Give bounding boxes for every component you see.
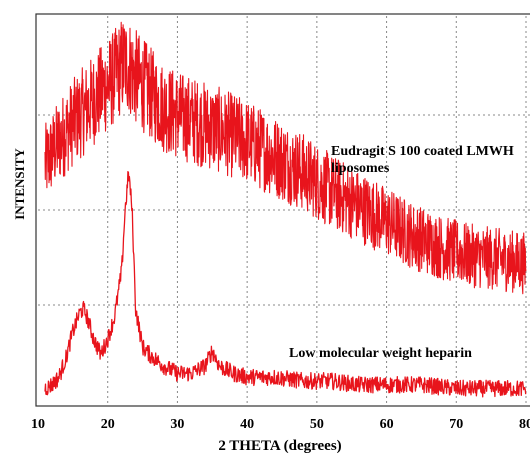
annotation-coated-line2: liposomes (331, 161, 390, 176)
x-axis-label: 2 THETA (degrees) (218, 438, 341, 454)
x-tick-label: 80 (519, 417, 530, 432)
x-tick-label: 70 (449, 417, 463, 432)
series-line-lmwh (44, 171, 527, 398)
x-tick-label: 40 (240, 417, 254, 432)
series-group (44, 21, 527, 398)
plot-frame (35, 13, 530, 407)
x-tick-label: 20 (101, 417, 115, 432)
y-axis-label: INTENSITY (12, 148, 27, 220)
x-tick-label: 30 (170, 417, 184, 432)
annotation-coated-line1: Eudragit S 100 coated LMWH (331, 144, 514, 159)
series-line-coated-liposomes (44, 21, 527, 295)
x-tick-label: 60 (380, 417, 394, 432)
x-tick-label: 50 (310, 417, 324, 432)
x-tick-label: 10 (31, 417, 45, 432)
annotation-lmwh: Low molecular weight heparin (289, 346, 472, 361)
x-tick-labels: 10 20 30 40 50 60 70 80 (31, 417, 530, 432)
